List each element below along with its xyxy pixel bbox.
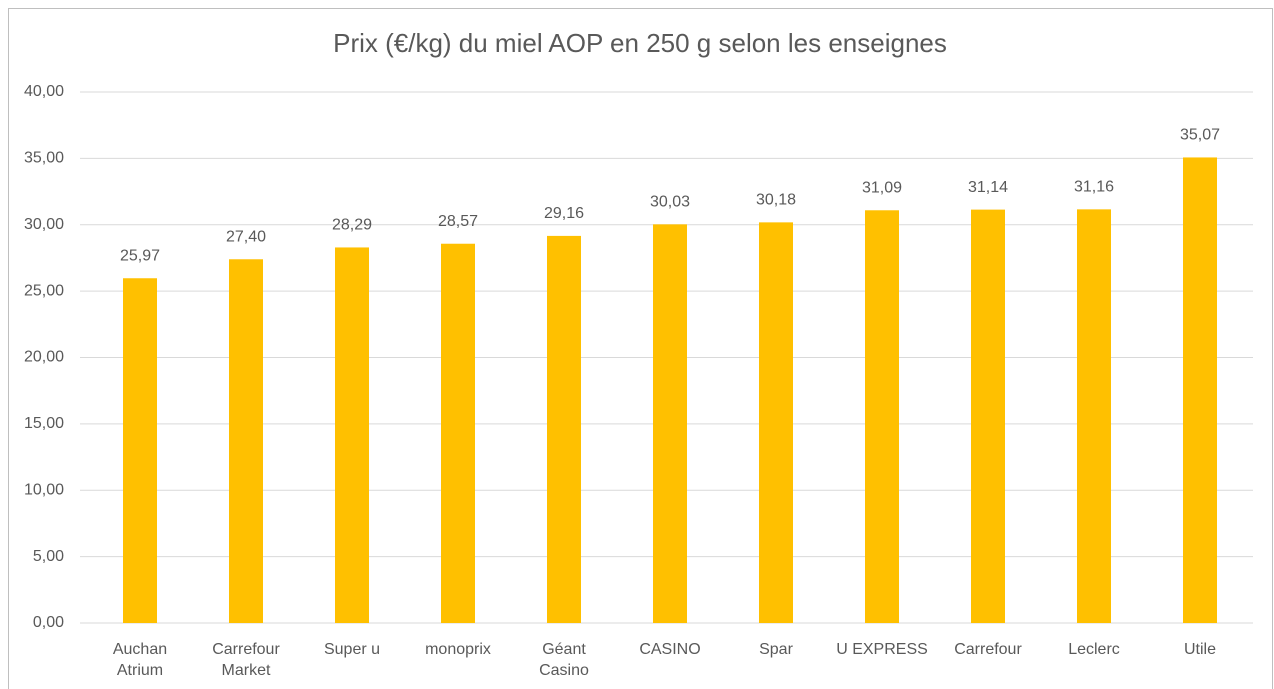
bar <box>229 259 263 623</box>
x-tick-label: Super u <box>323 641 381 658</box>
data-label: 31,16 <box>1074 179 1114 196</box>
bar <box>759 222 793 623</box>
data-label: 27,40 <box>226 228 266 245</box>
data-label: 28,57 <box>438 213 478 230</box>
y-tick-label: 25,00 <box>24 282 64 299</box>
bar <box>335 247 369 623</box>
y-tick-label: 35,00 <box>24 150 64 167</box>
data-label: 29,16 <box>544 205 584 222</box>
chart-border <box>8 8 1273 689</box>
data-label: 25,97 <box>120 247 160 264</box>
x-tick-label: Utile <box>1183 641 1216 658</box>
bar <box>123 278 157 623</box>
chart-title: Prix (€/kg) du miel AOP en 250 g selon l… <box>333 28 947 58</box>
x-tick-label: monoprix <box>425 641 491 658</box>
data-label: 35,07 <box>1180 127 1220 144</box>
y-tick-label: 40,00 <box>24 83 64 100</box>
bar <box>441 243 475 623</box>
data-label: 31,14 <box>968 179 1008 196</box>
bar <box>865 210 899 623</box>
data-label: 31,09 <box>862 179 902 196</box>
bar <box>971 209 1005 623</box>
x-tick-label: Spar <box>759 641 793 658</box>
y-tick-label: 0,00 <box>33 614 64 631</box>
x-tick-label: Géant Casino <box>539 641 589 679</box>
x-tick-label: CASINO <box>639 641 701 658</box>
x-tick-label: Auchan Atrium <box>112 641 168 679</box>
y-tick-label: 10,00 <box>24 481 64 498</box>
x-tick-label: Carrefour <box>954 641 1022 658</box>
x-tick-label: Carrefour Market <box>212 641 280 679</box>
x-tick-label: U EXPRESS <box>836 641 928 658</box>
data-label: 30,18 <box>756 192 796 209</box>
data-label: 28,29 <box>332 217 372 234</box>
y-tick-label: 30,00 <box>24 216 64 233</box>
bar <box>1077 209 1111 623</box>
x-tick-label: Leclerc <box>1068 641 1120 658</box>
bar <box>1183 157 1217 624</box>
data-label: 30,03 <box>650 194 690 211</box>
bar <box>547 235 581 623</box>
y-tick-label: 20,00 <box>24 349 64 366</box>
bar <box>653 224 687 623</box>
y-tick-label: 15,00 <box>24 415 64 432</box>
y-tick-label: 5,00 <box>33 548 64 565</box>
